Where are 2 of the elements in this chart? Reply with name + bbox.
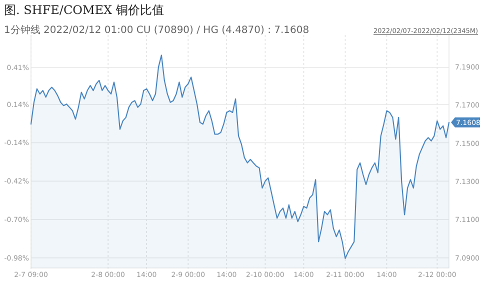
chart-title: 图. SHFE/COMEX 铜价比值 [4, 3, 164, 17]
chart-subtitle: 1分钟线 2022/02/12 01:00 CU (70890) / HG (4.4870) : 7.1608 [4, 24, 310, 36]
